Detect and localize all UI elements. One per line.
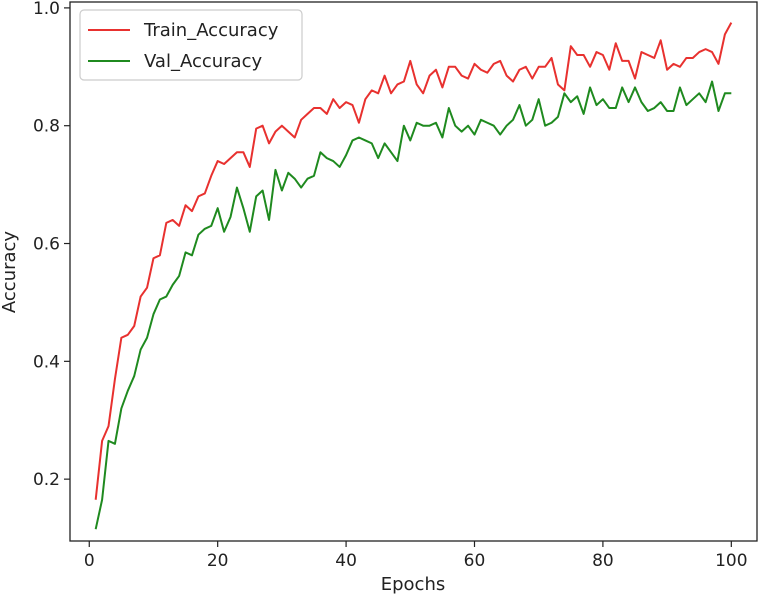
x-tick-label: 80	[592, 551, 614, 571]
x-tick-label: 100	[715, 551, 747, 571]
x-tick-label: 40	[335, 551, 357, 571]
series-lines	[94, 22, 733, 530]
y-tick-label: 0.8	[33, 117, 60, 137]
series-line-train-accuracy	[94, 22, 733, 500]
x-axis-ticks: 0 20 40 60 80 100	[84, 541, 748, 571]
x-axis-title: Epochs	[381, 574, 446, 595]
legend: Train_Accuracy Val_Accuracy	[79, 9, 303, 81]
legend-label: Val_Accuracy	[144, 51, 262, 72]
series-line-val-accuracy	[94, 80, 732, 530]
y-tick-label: 0.2	[33, 470, 60, 490]
y-tick-label: 0.6	[33, 235, 60, 255]
x-tick-label: 60	[464, 551, 486, 571]
y-tick-label: 0.4	[33, 352, 60, 372]
y-tick-label: 1.0	[33, 0, 60, 19]
plot-area	[69, 1, 758, 542]
y-axis-ticks: 0.2 0.4 0.6 0.8 1.0	[33, 0, 70, 490]
x-tick-label: 0	[84, 551, 95, 571]
legend-box	[79, 9, 303, 81]
x-tick-label: 20	[207, 551, 229, 571]
y-axis-title: Accuracy	[0, 231, 20, 314]
legend-label: Train_Accuracy	[143, 20, 279, 41]
